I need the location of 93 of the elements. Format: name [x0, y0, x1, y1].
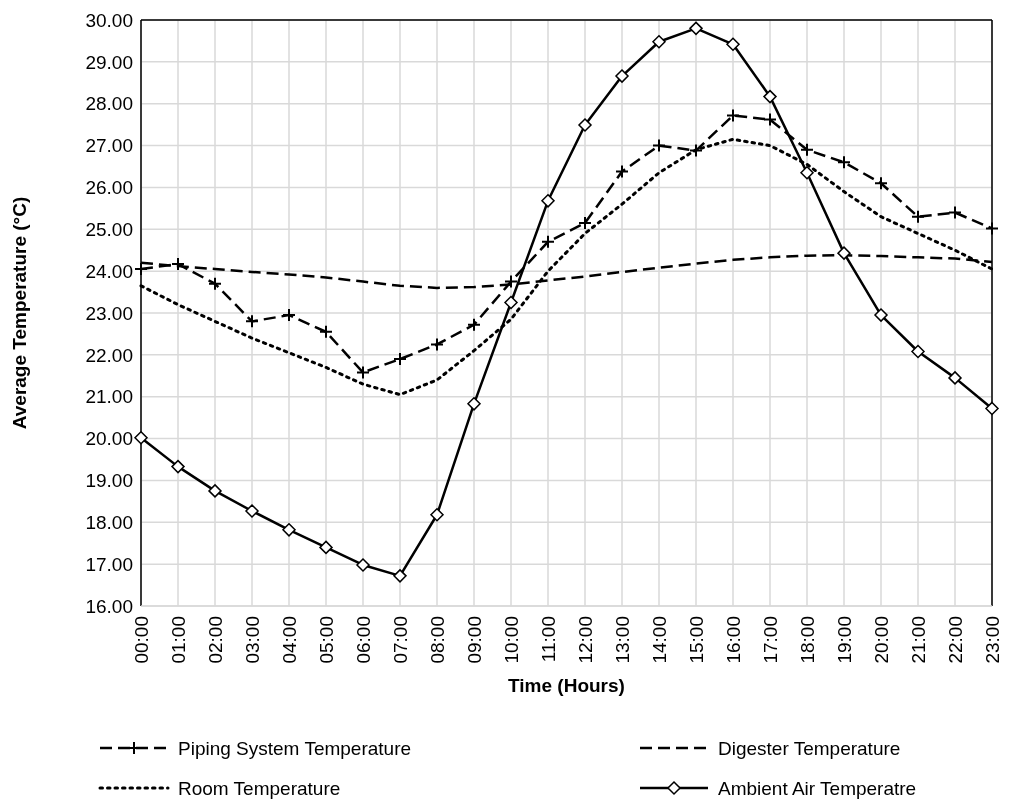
legend-label: Digester Temperature [718, 737, 901, 759]
point [171, 459, 185, 474]
point [837, 155, 851, 170]
x-tick-label: 06:00 [353, 616, 374, 664]
x-tick-label: 23:00 [982, 616, 1003, 664]
y-tick-label: 24.00 [85, 260, 133, 282]
point [208, 276, 222, 291]
y-tick-label: 22.00 [85, 344, 133, 366]
point [504, 295, 518, 310]
y-tick-label: 19.00 [85, 470, 133, 492]
point [467, 317, 481, 332]
y-tick-label: 23.00 [85, 302, 133, 324]
point [726, 37, 740, 52]
point [245, 504, 259, 518]
point [911, 209, 925, 224]
point [430, 337, 444, 352]
y-tick-label: 29.00 [85, 51, 133, 73]
point [948, 205, 962, 220]
point [578, 118, 592, 132]
y-tick-label: 16.00 [85, 595, 133, 617]
point [171, 257, 185, 272]
point [800, 142, 814, 157]
x-axis-title: Time (Hours) [508, 675, 625, 696]
y-tick-label: 30.00 [85, 9, 133, 31]
point [652, 35, 666, 49]
x-tick-label: 08:00 [427, 616, 448, 664]
point [504, 274, 518, 289]
point [726, 108, 740, 123]
point [134, 262, 148, 277]
legend-label: Piping System Temperature [178, 737, 412, 759]
x-tick-label: 22:00 [945, 616, 966, 664]
point [578, 216, 592, 231]
x-tick-label: 18:00 [797, 616, 818, 664]
point [282, 523, 296, 537]
point [356, 558, 370, 572]
x-tick-label: 19:00 [834, 616, 855, 664]
x-tick-label: 21:00 [908, 616, 929, 664]
point [467, 397, 481, 411]
y-tick-label: 21.00 [85, 386, 133, 408]
y-tick-label: 27.00 [85, 135, 133, 157]
y-axis-title: Average Temperature (°C) [9, 196, 30, 430]
y-tick-label: 25.00 [85, 218, 133, 240]
point [615, 164, 629, 179]
point [911, 344, 925, 359]
point [652, 138, 666, 153]
x-tick-label: 07:00 [390, 616, 411, 664]
x-tick-label: 17:00 [760, 616, 781, 664]
x-tick-label: 10:00 [501, 616, 522, 664]
x-tick-label: 00:00 [131, 616, 152, 664]
point [615, 69, 629, 83]
x-tick-label: 14:00 [649, 616, 670, 664]
point [208, 484, 222, 498]
x-tick-label: 02:00 [205, 616, 226, 664]
x-tick-label: 01:00 [168, 616, 189, 664]
x-tick-label: 04:00 [279, 616, 300, 664]
point [874, 308, 888, 322]
y-tick-label: 18.00 [85, 511, 133, 533]
x-tick-label: 03:00 [242, 616, 263, 664]
point [245, 314, 259, 329]
point [874, 176, 888, 191]
point [430, 508, 444, 522]
point [541, 194, 555, 208]
y-tick-label: 28.00 [85, 93, 133, 115]
point [393, 352, 407, 367]
x-tick-label: 09:00 [464, 616, 485, 664]
point [282, 308, 296, 323]
legend-label: Room Temperature [178, 777, 341, 799]
point [134, 430, 148, 445]
x-tick-label: 11:00 [538, 616, 559, 663]
point [319, 324, 333, 339]
x-tick-label: 12:00 [575, 616, 596, 664]
y-tick-label: 26.00 [85, 177, 133, 199]
x-tick-label: 15:00 [686, 616, 707, 664]
point [763, 89, 777, 104]
point [948, 371, 962, 385]
point [800, 166, 814, 180]
point [689, 21, 703, 36]
point [985, 401, 999, 416]
legend-label: Ambient Air Temperatre [718, 777, 917, 799]
point [356, 365, 370, 380]
y-tick-label: 17.00 [85, 553, 133, 575]
point [837, 246, 851, 260]
point [541, 234, 555, 249]
x-tick-label: 20:00 [871, 616, 892, 664]
point [985, 221, 999, 236]
point [393, 569, 407, 583]
y-tick-label: 20.00 [85, 428, 133, 450]
x-tick-label: 16:00 [723, 616, 744, 664]
point [319, 540, 333, 555]
x-tick-label: 05:00 [316, 616, 337, 664]
point [763, 112, 777, 127]
x-tick-label: 13:00 [612, 616, 633, 664]
point [689, 143, 703, 158]
